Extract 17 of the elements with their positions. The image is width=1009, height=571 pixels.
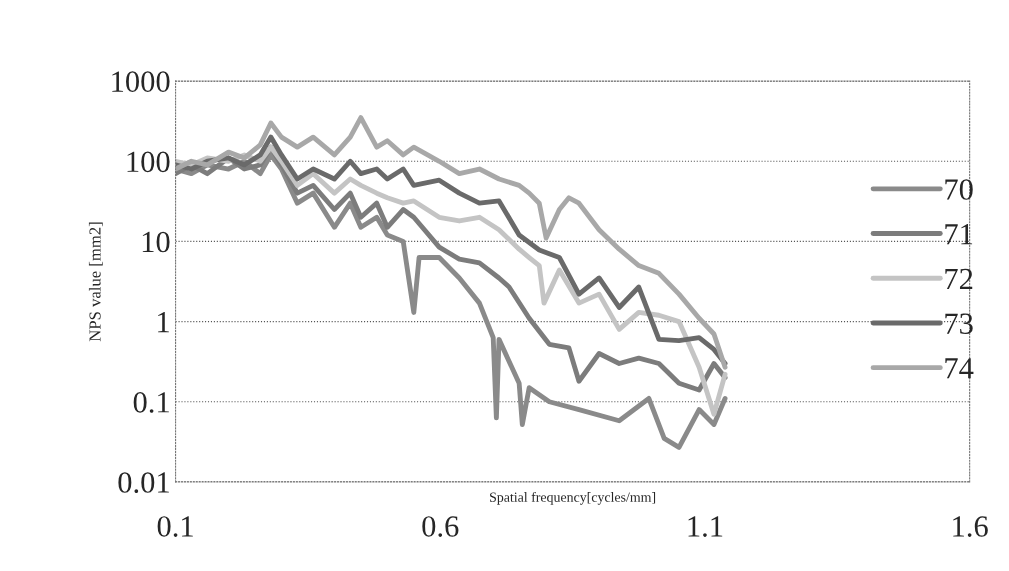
- legend-label: 73: [945, 313, 973, 334]
- x-tick-label: 1.1: [688, 516, 723, 537]
- legend-label: 71: [945, 224, 973, 245]
- x-tick-label: 0.1: [157, 516, 193, 537]
- x-tick-label: 1.6: [953, 516, 988, 537]
- legend-label: 72: [945, 268, 973, 289]
- y-tick-label: 0.1: [133, 392, 169, 413]
- y-tick-label: 100: [127, 151, 170, 173]
- x-tick-label: 0.6: [422, 516, 459, 537]
- y-tick-label: 1000: [112, 71, 170, 92]
- y-tick-label: 0.01: [118, 472, 169, 493]
- x-axis-title: Spatial frequency[cycles/mm]: [490, 491, 656, 505]
- y-tick-label: 1: [158, 312, 169, 333]
- y-axis-title: NPS value [mm2]: [88, 222, 103, 342]
- y-tick-label: 10: [142, 231, 170, 253]
- legend-label: 74: [945, 358, 974, 379]
- legend-label: 70: [945, 179, 973, 200]
